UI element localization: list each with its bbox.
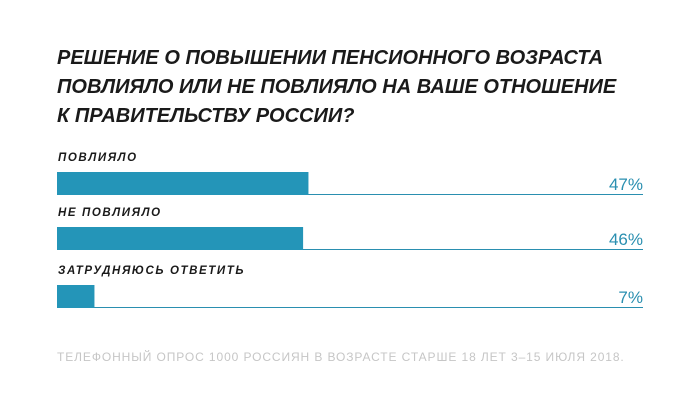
value-label: 7% [618, 288, 643, 307]
value-label: 46% [609, 230, 643, 249]
chart-title-line: РЕШЕНИЕ О ПОВЫШЕНИИ ПЕНСИОННОГО ВОЗРАСТА [57, 47, 604, 69]
chart-title-line: ПОВЛИЯЛО ИЛИ НЕ ПОВЛИЯЛО НА ВАШЕ ОТНОШЕН… [57, 76, 617, 98]
category-label: НЕ ПОВЛИЯЛО [58, 207, 162, 219]
value-label: 47% [609, 175, 643, 194]
bar [57, 172, 309, 195]
chart-title: РЕШЕНИЕ О ПОВЫШЕНИИ ПЕНСИОННОГО ВОЗРАСТА… [57, 44, 677, 131]
footnote: ТЕЛЕФОННЫЙ ОПРОС 1000 РОССИЯН В ВОЗРАСТЕ… [57, 350, 625, 364]
bar [57, 227, 304, 250]
chart-title-line: К ПРАВИТЕЛЬСТВУ РОССИИ? [57, 105, 355, 127]
category-label: ЗАТРУДНЯЮСЬ ОТВЕТИТЬ [58, 265, 245, 277]
bar [57, 285, 95, 308]
bars-layer: ПОВЛИЯЛО 47% НЕ ПОВЛИЯЛО 46% ЗАТРУДНЯЮСЬ ОТВ… [57, 152, 643, 308]
category-label: ПОВЛИЯЛО [58, 152, 138, 164]
